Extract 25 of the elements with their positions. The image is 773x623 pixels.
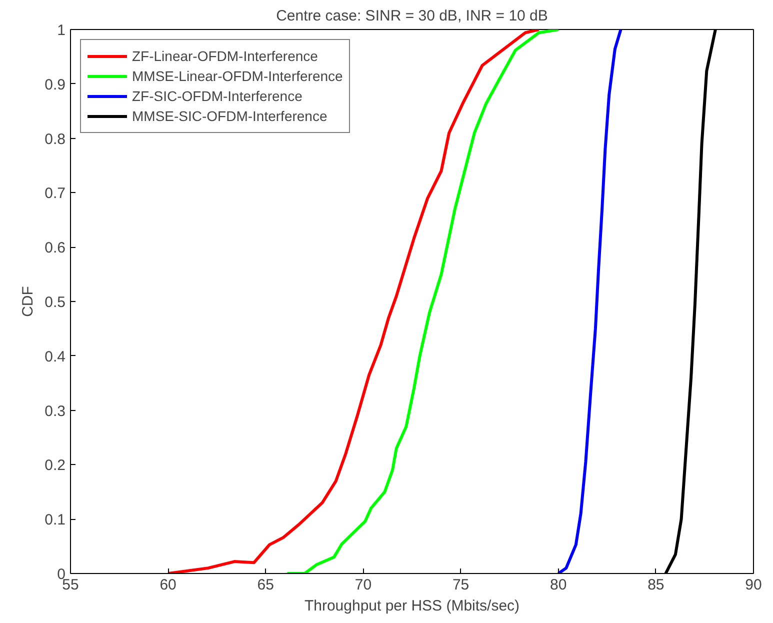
x-tick-label: 75 (452, 576, 470, 594)
legend-label: MMSE-Linear-OFDM-Interference (132, 68, 343, 84)
y-tick-label: 0.8 (44, 130, 66, 148)
y-tick-label: 0.5 (44, 294, 66, 311)
chart-title: Centre case: SINR = 30 dB, INR = 10 dB (276, 8, 548, 24)
x-axis-title: Throughput per HSS (Mbits/sec) (304, 598, 520, 614)
legend-label: ZF-SIC-OFDM-Interference (132, 88, 302, 104)
y-tick-label: 0.1 (44, 512, 66, 529)
y-tick-label: 0.4 (44, 348, 66, 366)
x-tick-label: 70 (354, 576, 372, 594)
x-tick-label: 90 (745, 576, 762, 594)
legend-label: ZF-Linear-OFDM-Interference (132, 48, 318, 64)
y-tick-label: 0.3 (44, 402, 66, 420)
x-tick-label: 65 (257, 576, 274, 594)
x-tick-label: 60 (160, 576, 176, 594)
y-tick-label: 0.7 (44, 185, 66, 202)
line-series (556, 30, 622, 574)
y-tick-label: 0.9 (44, 76, 66, 94)
y-axis-title: CDF (20, 286, 37, 317)
y-tick-label: 0.2 (44, 457, 66, 474)
x-tick-label: 80 (550, 576, 567, 594)
y-tick-label: 0.6 (44, 240, 66, 257)
y-tick-label: 1 (57, 22, 66, 39)
x-tick-label: 85 (648, 576, 664, 594)
legend-label: MMSE-SIC-OFDM-Interference (132, 108, 328, 124)
